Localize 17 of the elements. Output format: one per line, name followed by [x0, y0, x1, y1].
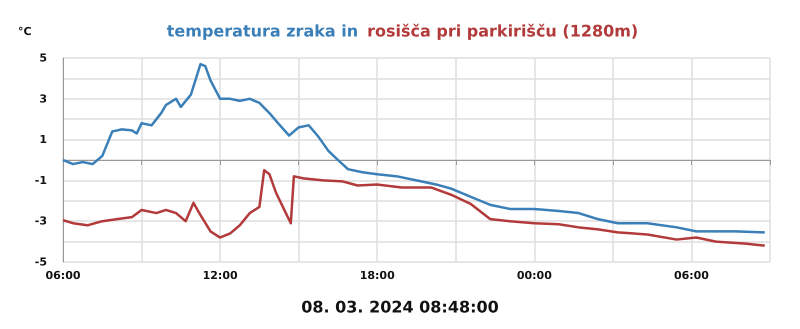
y-tick-label: -3: [34, 214, 47, 228]
y-tick-label: 5: [39, 52, 47, 64]
line-series: [62, 168, 766, 247]
y-axis-title: °C: [18, 25, 32, 38]
y-tick-label: 1: [39, 133, 47, 146]
x-tick-label: 06:00: [674, 269, 710, 282]
x-tick-label: 00:00: [516, 269, 552, 282]
text: rosišča pri parkirišču (1280m): [367, 22, 638, 40]
line-series: [62, 62, 766, 234]
x-tick-label: 12:00: [202, 269, 238, 282]
text: 08. 03. 2024 08:48:00: [301, 298, 499, 316]
y-tick-label: 3: [39, 92, 47, 106]
x-tick-label: 18:00: [360, 269, 396, 282]
x-tick-label: 06:00: [45, 269, 81, 282]
y-tick-label: -1: [34, 174, 47, 187]
y-tick-label: -5: [34, 256, 47, 268]
text: temperatura zraka in: [166, 22, 358, 40]
